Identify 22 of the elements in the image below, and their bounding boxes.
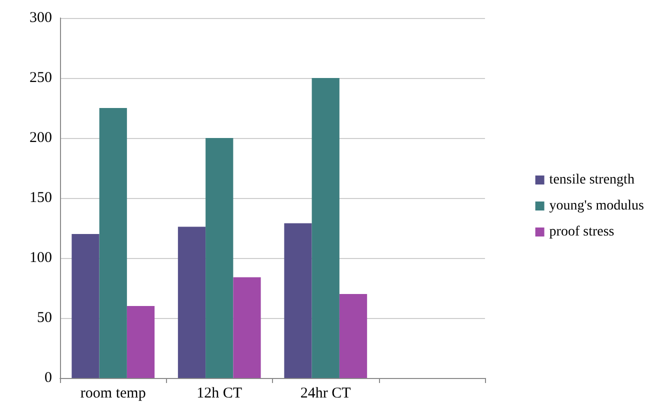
y-tick-label: 0 [44,370,52,386]
x-tick-label: 24hr CT [300,386,351,402]
bar [178,226,206,378]
bar [72,234,100,378]
y-tick-label: 200 [30,130,52,146]
bar [339,294,368,378]
bar [284,223,312,378]
bar [233,277,261,378]
legend-label: tensile strength [549,172,634,188]
y-tick-label: 150 [30,190,52,206]
y-tick-label: 250 [30,70,52,86]
bar [99,108,127,378]
y-tick-label: 100 [30,250,52,266]
bar [126,306,155,378]
legend-label: proof stress [549,224,614,240]
y-tick-label: 300 [30,10,52,26]
x-tick-label: 12h CT [196,386,242,402]
x-tick-label: room temp [80,386,146,402]
legend-label: young's modulus [549,198,644,214]
y-tick-label: 50 [37,310,52,326]
bar [312,78,340,378]
bar [206,138,234,378]
